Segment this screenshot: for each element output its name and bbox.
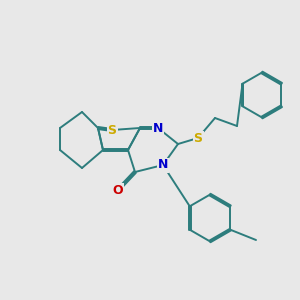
Text: O: O	[113, 184, 123, 196]
Text: S: S	[194, 131, 202, 145]
Text: S: S	[107, 124, 116, 136]
Text: N: N	[158, 158, 168, 172]
Text: N: N	[153, 122, 163, 134]
